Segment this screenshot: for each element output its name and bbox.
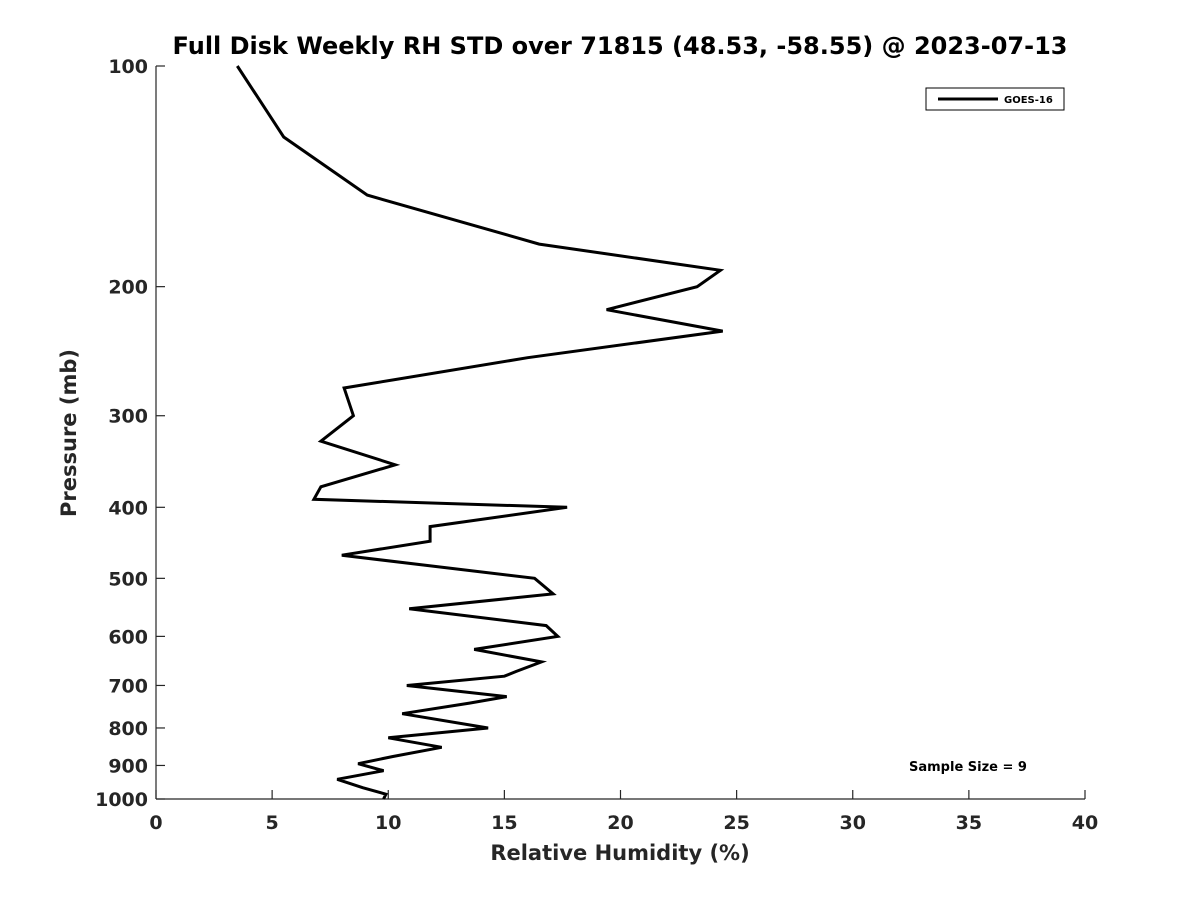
plot-area: [155, 66, 1085, 800]
x-tick-label: 35: [956, 812, 982, 834]
legend-label: GOES-16: [1004, 95, 1053, 106]
y-tick-label: 600: [108, 626, 148, 648]
chart-title: Full Disk Weekly RH STD over 71815 (48.5…: [173, 32, 1068, 60]
y-tick-label: 300: [108, 406, 148, 428]
y-tick-label: 1000: [95, 789, 148, 811]
series-layer: [236, 65, 725, 800]
y-ticks: 100 200 300 400 500 600 700 800 900 1000: [95, 56, 165, 811]
x-tick-label: 10: [375, 812, 401, 834]
y-tick-label: 400: [108, 497, 148, 519]
y-tick-label: 100: [108, 56, 148, 78]
y-axis-label: Pressure (mb): [57, 349, 81, 517]
y-tick-label: 700: [108, 675, 148, 697]
x-axis-label: Relative Humidity (%): [490, 841, 749, 865]
x-tick-label: 5: [266, 812, 279, 834]
x-tick-label: 25: [723, 812, 749, 834]
x-tick-label: 30: [840, 812, 866, 834]
x-tick-label: 20: [607, 812, 633, 834]
x-tick-label: 15: [491, 812, 517, 834]
sample-size-annotation: Sample Size = 9: [909, 760, 1027, 775]
x-ticks: 0 5 10 15 20 25 30 35 40: [149, 790, 1098, 834]
y-tick-label: 500: [108, 568, 148, 590]
series-line-goes-16: [236, 65, 725, 800]
y-tick-label: 200: [108, 277, 148, 299]
x-tick-label: 40: [1072, 812, 1098, 834]
y-tick-label: 900: [108, 755, 148, 777]
legend: GOES-16: [925, 87, 1065, 111]
y-tick-label: 800: [108, 718, 148, 740]
x-tick-label: 0: [149, 812, 162, 834]
